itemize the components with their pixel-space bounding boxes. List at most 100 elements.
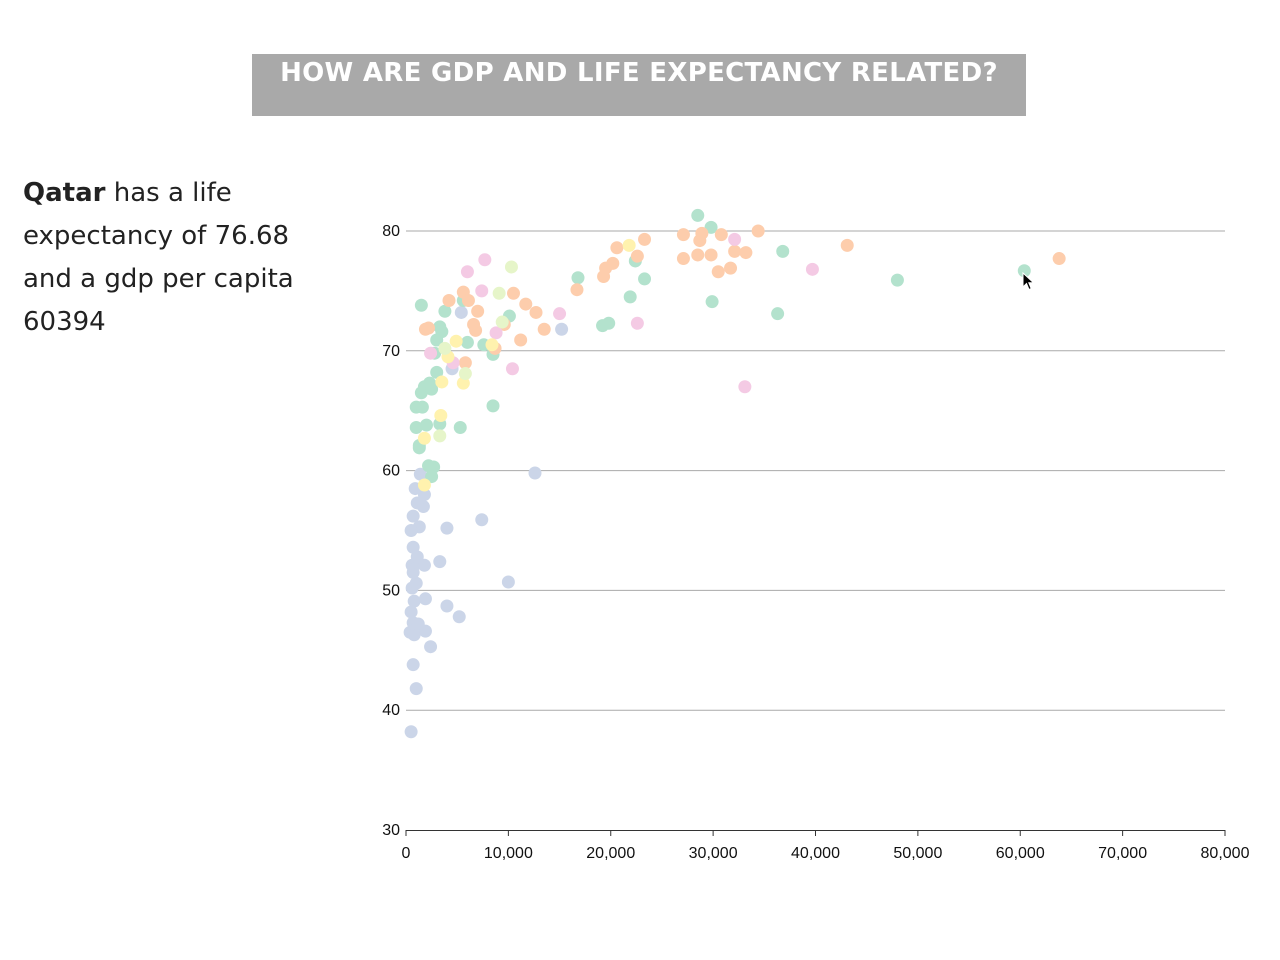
data-point[interactable] <box>739 246 753 260</box>
data-point[interactable] <box>460 335 474 349</box>
data-point[interactable] <box>691 208 705 222</box>
data-point[interactable] <box>738 380 752 394</box>
data-point[interactable] <box>475 513 489 527</box>
data-point[interactable] <box>501 575 515 589</box>
data-point[interactable] <box>404 605 418 619</box>
data-point[interactable] <box>1017 264 1031 278</box>
data-point[interactable] <box>505 362 519 376</box>
data-point[interactable] <box>486 399 500 413</box>
data-point[interactable] <box>630 249 644 263</box>
data-point[interactable] <box>704 220 718 234</box>
data-point[interactable] <box>570 283 584 297</box>
data-point[interactable] <box>414 298 428 312</box>
data-point[interactable] <box>724 261 738 275</box>
data-point[interactable] <box>406 509 420 523</box>
data-point[interactable] <box>478 253 492 267</box>
data-point[interactable] <box>418 592 432 606</box>
data-point[interactable] <box>492 286 506 300</box>
data-point[interactable] <box>440 521 454 535</box>
data-point[interactable] <box>676 252 690 266</box>
data-point[interactable] <box>433 429 447 443</box>
data-point[interactable] <box>475 284 489 298</box>
data-point[interactable] <box>506 286 520 300</box>
data-point[interactable] <box>751 224 765 238</box>
data-point[interactable] <box>435 375 449 389</box>
data-point[interactable] <box>805 262 819 276</box>
data-point[interactable] <box>419 418 433 432</box>
data-point[interactable] <box>571 271 585 285</box>
data-point[interactable] <box>422 321 436 335</box>
data-point[interactable] <box>714 228 728 242</box>
data-point[interactable] <box>453 420 467 434</box>
data-point[interactable] <box>411 617 425 631</box>
data-point[interactable] <box>495 315 509 329</box>
data-point[interactable] <box>489 326 503 340</box>
data-point[interactable] <box>409 420 423 434</box>
data-point[interactable] <box>430 333 444 347</box>
data-point[interactable] <box>417 478 431 492</box>
data-point[interactable] <box>776 244 790 258</box>
data-point[interactable] <box>440 599 454 613</box>
data-point[interactable] <box>704 248 718 262</box>
data-point[interactable] <box>705 295 719 309</box>
data-point[interactable] <box>623 290 637 304</box>
data-point[interactable] <box>469 323 483 337</box>
data-point[interactable] <box>691 248 705 262</box>
data-point[interactable] <box>407 628 421 642</box>
data-point[interactable] <box>438 304 452 318</box>
data-point[interactable] <box>610 241 624 255</box>
data-point[interactable] <box>424 640 438 654</box>
data-point[interactable] <box>406 658 420 672</box>
data-point[interactable] <box>728 244 742 258</box>
data-point[interactable] <box>504 260 518 274</box>
data-point[interactable] <box>1052 252 1066 266</box>
data-point[interactable] <box>890 273 904 287</box>
data-point[interactable] <box>771 307 785 321</box>
data-point[interactable] <box>417 431 431 445</box>
data-point[interactable] <box>415 400 429 414</box>
data-point[interactable] <box>529 305 543 319</box>
data-point[interactable] <box>638 232 652 246</box>
data-point[interactable] <box>454 305 468 319</box>
data-point[interactable] <box>417 488 431 502</box>
data-point[interactable] <box>409 576 423 590</box>
data-point[interactable] <box>695 226 709 240</box>
data-point[interactable] <box>449 334 463 348</box>
data-point[interactable] <box>471 304 485 318</box>
data-point[interactable] <box>425 382 439 396</box>
data-point[interactable] <box>514 333 528 347</box>
data-point[interactable] <box>485 338 499 352</box>
data-point[interactable] <box>622 238 636 252</box>
data-point[interactable] <box>409 682 423 696</box>
data-point[interactable] <box>638 272 652 286</box>
data-point[interactable] <box>528 466 542 480</box>
data-point[interactable] <box>458 356 472 370</box>
data-point[interactable] <box>430 365 444 379</box>
data-point[interactable] <box>452 610 466 624</box>
data-point[interactable] <box>442 293 456 307</box>
data-point[interactable] <box>404 725 418 739</box>
data-point[interactable] <box>602 316 616 330</box>
data-point[interactable] <box>406 540 420 554</box>
data-point[interactable] <box>424 346 438 360</box>
data-point[interactable] <box>461 293 475 307</box>
data-point[interactable] <box>537 322 551 336</box>
data-point[interactable] <box>413 467 427 481</box>
data-point[interactable] <box>840 238 854 252</box>
data-point[interactable] <box>630 316 644 330</box>
data-point[interactable] <box>553 307 567 321</box>
data-point[interactable] <box>433 555 447 569</box>
data-point[interactable] <box>434 408 448 422</box>
data-point[interactable] <box>606 256 620 270</box>
data-point[interactable] <box>519 297 533 311</box>
data-point[interactable] <box>555 322 569 336</box>
data-points[interactable] <box>403 208 1066 739</box>
data-point[interactable] <box>438 341 452 355</box>
data-point[interactable] <box>407 594 421 608</box>
data-point[interactable] <box>404 524 418 537</box>
data-point[interactable] <box>458 367 472 381</box>
data-point[interactable] <box>711 265 725 279</box>
data-point[interactable] <box>676 228 690 242</box>
data-point[interactable] <box>460 265 474 279</box>
